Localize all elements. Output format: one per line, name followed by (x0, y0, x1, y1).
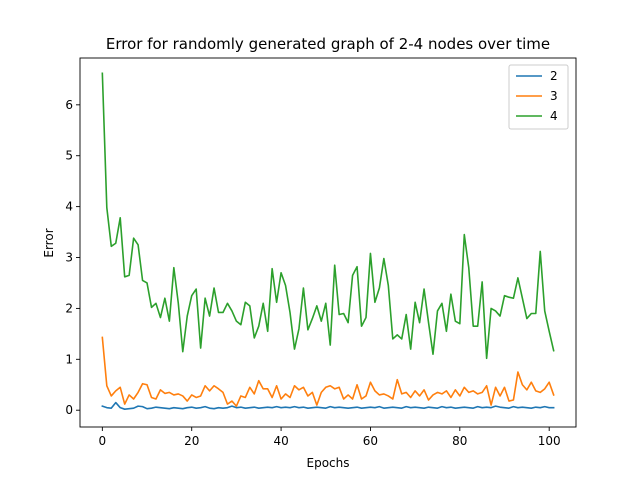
plot-area (80, 58, 576, 427)
legend-label-2: 2 (550, 69, 558, 83)
chart-title: Error for randomly generated graph of 2-… (106, 35, 550, 53)
y-axis: 0 1 2 3 4 5 6 (65, 98, 80, 417)
plot-frame (79, 57, 577, 428)
y-tick-label: 3 (65, 251, 73, 265)
x-tick-label: 80 (452, 434, 467, 448)
x-axis: 0 20 40 60 80 100 (99, 427, 561, 448)
legend-label-3: 3 (550, 89, 558, 103)
x-tick-label: 20 (184, 434, 199, 448)
series-line-4 (101, 72, 555, 360)
series-group (101, 72, 555, 410)
y-tick-label: 6 (65, 98, 73, 112)
series-line-3 (101, 336, 555, 407)
x-tick-label: 40 (273, 434, 288, 448)
x-tick-label: 60 (363, 434, 378, 448)
x-tick-label: 0 (99, 434, 107, 448)
legend-box (508, 64, 569, 130)
y-tick-label: 1 (65, 352, 73, 366)
y-tick-label: 5 (65, 149, 73, 163)
plot-background (80, 58, 576, 427)
series-line-2 (101, 401, 555, 410)
x-axis-label: Epochs (307, 456, 350, 470)
legend: 2 3 4 (508, 64, 569, 130)
legend-label-4: 4 (550, 109, 558, 123)
y-tick-label: 2 (65, 301, 73, 315)
y-tick-label: 0 (65, 403, 73, 417)
y-tick-label: 4 (65, 200, 73, 214)
x-tick-label: 100 (538, 434, 561, 448)
y-axis-label: Error (42, 228, 56, 257)
